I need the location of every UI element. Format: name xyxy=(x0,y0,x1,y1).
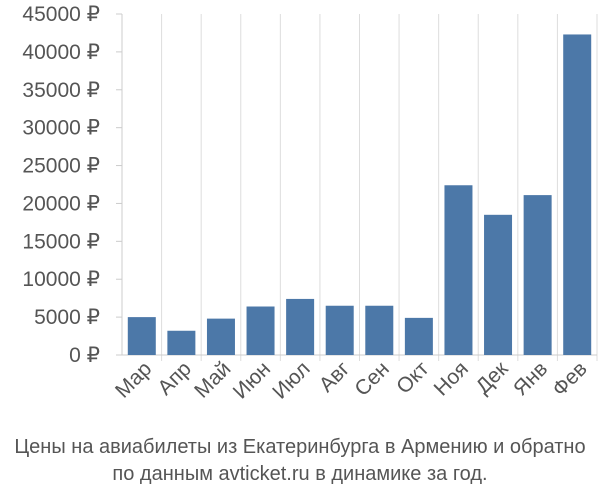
x-tick-label: Янв xyxy=(509,357,552,400)
bar xyxy=(523,195,552,355)
chart-caption-line-1: Цены на авиабилеты из Екатеринбурга в Ар… xyxy=(14,436,586,458)
bar xyxy=(563,34,592,356)
bar xyxy=(206,318,235,355)
bars xyxy=(127,34,592,356)
bar xyxy=(286,298,315,355)
y-tick-label: 25000 ₽ xyxy=(22,155,100,178)
x-tick-label: Сен xyxy=(350,357,393,400)
bar xyxy=(444,185,473,355)
x-tick-label: Июн xyxy=(229,357,275,403)
grid-lines xyxy=(161,14,598,361)
x-tick-label: Июл xyxy=(268,357,314,403)
y-tick-labels: 0 ₽ 5000 ₽ 10000 ₽ 15000 ₽ 20000 ₽ 25000 ₽ 300… xyxy=(22,3,122,367)
axes xyxy=(121,14,597,356)
x-tick-label: Ноя xyxy=(430,357,473,400)
y-tick-label: 40000 ₽ xyxy=(22,41,100,64)
bar xyxy=(484,214,513,355)
y-tick-label: 15000 ₽ xyxy=(22,230,100,253)
bar xyxy=(365,305,394,355)
y-tick-label: 30000 ₽ xyxy=(22,117,100,140)
x-tick-label: Мар xyxy=(111,357,156,402)
y-tick-label: 0 ₽ xyxy=(69,344,100,367)
y-tick-label: 45000 ₽ xyxy=(22,3,100,26)
bar xyxy=(246,306,275,355)
bar-chart: 0 ₽ 5000 ₽ 10000 ₽ 15000 ₽ 20000 ₽ 25000 ₽ 300… xyxy=(22,3,598,404)
y-tick-label: 20000 ₽ xyxy=(22,192,100,215)
y-tick-label: 10000 ₽ xyxy=(22,268,100,291)
chart-caption-line-2: по данным avticket.ru в динамике за год. xyxy=(112,463,488,485)
x-tick-label: Окт xyxy=(392,357,434,399)
bar xyxy=(167,330,196,355)
x-tick-label: Фев xyxy=(548,357,592,401)
x-tick-label: Апр xyxy=(153,357,195,399)
x-tick-label: Дек xyxy=(471,357,513,399)
x-tick-label: Авг xyxy=(315,357,355,397)
bar xyxy=(404,317,433,355)
bar xyxy=(325,305,354,355)
y-tick-label: 35000 ₽ xyxy=(22,79,100,102)
x-tick-label: Май xyxy=(190,357,235,402)
bar xyxy=(127,317,156,355)
y-tick-label: 5000 ₽ xyxy=(34,306,100,329)
